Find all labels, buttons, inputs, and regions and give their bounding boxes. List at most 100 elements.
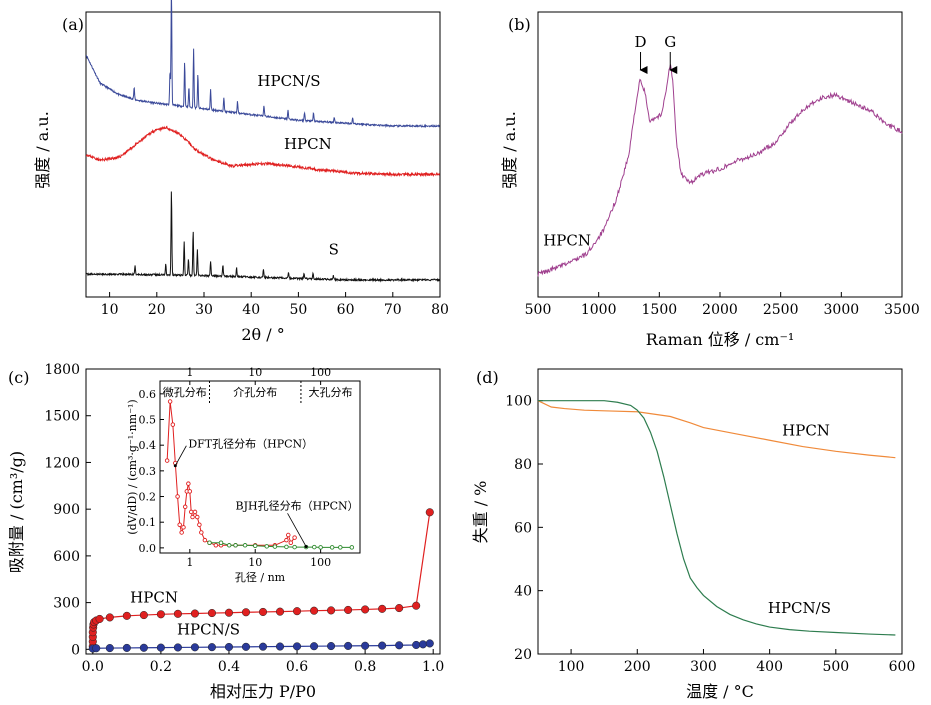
d-ytick-label: 60 xyxy=(514,520,532,536)
a-xtick-label: 30 xyxy=(195,302,213,318)
c-xtick-label: 0.2 xyxy=(150,659,172,675)
c-inset-point-dft xyxy=(202,537,208,543)
c-inset-annotation-arrow-tip xyxy=(173,464,177,468)
c-point-hpcn xyxy=(156,610,165,619)
c-inset-point-bjh xyxy=(233,543,238,548)
c-inset-point-bjh xyxy=(226,543,232,548)
a-series-line-s xyxy=(85,191,441,283)
c-ytick-label: 600 xyxy=(53,549,80,565)
c-inset-point-bjh xyxy=(252,543,258,549)
c-panel-label: (c) xyxy=(8,368,29,387)
c-point-hpcn xyxy=(310,606,319,615)
c-inset-point-dft xyxy=(213,543,219,548)
c-xtick-label: 1.0 xyxy=(422,659,444,675)
c-inset-point-dft xyxy=(284,537,289,543)
b-x-axis-title: Raman 位移 / cm⁻¹ xyxy=(646,330,795,349)
c-point-hpcn-s xyxy=(122,643,131,652)
c-inset-region-label: 大孔分布 xyxy=(308,385,352,399)
c-xtick-label: 0.0 xyxy=(82,659,104,675)
panel-a-xrd: 10 20 30 40 50 60 70 80 (a) 2θ / ° 强度 / a.u. HPCN/S… xyxy=(33,0,449,344)
c-inset-annotation: BJH孔径分布（HPCN） xyxy=(236,499,359,512)
panel-b-raman: 500 1000 1500 2000 2500 3000 3500 (b) Raman 位移 /… xyxy=(500,11,920,349)
d-ytick-label: 40 xyxy=(514,584,532,600)
c-inset-ytick-label: 0.6 xyxy=(139,388,157,401)
c-point-hpcn xyxy=(241,608,251,617)
c-inset-top-tick-label: 100 xyxy=(310,366,331,379)
b-y-axis-title: 强度 / a.u. xyxy=(500,111,519,189)
d-xtick-label: 400 xyxy=(756,659,783,675)
a-series-line-hpcn-s xyxy=(85,0,440,129)
c-inset-point-dft xyxy=(192,509,198,515)
c-point-hpcn xyxy=(327,606,336,615)
a-xtick-label: 80 xyxy=(431,302,449,318)
a-xtick-label: 20 xyxy=(148,302,166,318)
c-series-label: HPCN xyxy=(130,589,178,607)
c-point-hpcn-s xyxy=(173,643,182,652)
a-xtick-label: 40 xyxy=(242,302,260,318)
b-panel-label: (b) xyxy=(508,15,531,34)
c-inset-point-dft xyxy=(190,514,195,520)
d-x-axis-title: 温度 / °C xyxy=(686,682,754,701)
c-inset-point-bjh xyxy=(264,544,269,549)
c-inset-annotation: DFT孔径分布（HPCN） xyxy=(188,438,313,451)
c-point-hpcn-s xyxy=(310,642,319,651)
c-point-hpcn xyxy=(425,508,434,517)
c-point-hpcn-s xyxy=(207,643,216,652)
c-point-hpcn xyxy=(122,611,131,620)
c-point-hpcn xyxy=(139,611,148,620)
c-inset-x-axis-title: 孔径 / nm xyxy=(235,571,286,584)
c-inset-top-tick-label: 10 xyxy=(248,366,262,379)
c-point-hpcn xyxy=(105,613,114,622)
c-point-hpcn xyxy=(412,601,421,610)
d-xtick-label: 600 xyxy=(889,659,916,675)
c-point-hpcn-s xyxy=(292,642,302,651)
c-point-hpcn xyxy=(95,614,104,624)
c-point-hpcn xyxy=(395,604,404,613)
d-xtick-label: 500 xyxy=(822,659,849,675)
c-inset-ytick-label: 0.5 xyxy=(139,414,157,427)
c-inset-point-dft xyxy=(286,532,291,538)
c-inset-ytick-label: 0.4 xyxy=(139,439,157,452)
c-ytick-label: 900 xyxy=(53,502,80,518)
c-ytick-label: 1200 xyxy=(44,455,80,471)
c-inset-annotation-arrow-tip xyxy=(304,545,308,549)
b-xtick-label: 2000 xyxy=(702,302,738,318)
c-inset-ytick-label: 0.2 xyxy=(139,491,157,504)
a-xtick-label: 50 xyxy=(289,302,307,318)
c-plot-frame xyxy=(85,368,441,655)
c-y-axis-title: 吸附量 / (cm³/g) xyxy=(7,451,26,573)
c-point-hpcn-s xyxy=(92,644,101,653)
c-inset-point-dft xyxy=(288,540,294,545)
c-inset-point-dft xyxy=(167,399,173,404)
c-inset-annotation-arrow xyxy=(287,513,307,547)
c-ytick-label: 1500 xyxy=(44,409,80,425)
c-inset-point-dft xyxy=(199,530,204,535)
c-inset-point-dft xyxy=(186,481,191,486)
c-point-hpcn-s xyxy=(361,641,370,650)
c-point-hpcn xyxy=(361,605,370,614)
c-inset-point-dft xyxy=(292,535,297,540)
c-inset-ytick-label: 0.1 xyxy=(139,516,157,529)
c-inset-point-bjh xyxy=(284,544,289,550)
c-point-hpcn-s xyxy=(395,641,404,650)
b-series-label: HPCN xyxy=(543,232,591,250)
a-series-label: HPCN/S xyxy=(257,72,320,90)
b-peak-label: G xyxy=(664,33,676,51)
c-point-hpcn-s xyxy=(105,644,114,653)
c-inset-point-dft xyxy=(175,494,180,499)
d-y-axis-title: 失重 / % xyxy=(471,481,490,544)
panel-d-tga: 100 200 300 400 500 600 20 40 60 80 100 (d) 温度 / °C 失… xyxy=(471,368,915,701)
c-point-hpcn xyxy=(292,607,302,616)
c-point-hpcn-s xyxy=(224,642,234,652)
c-inset-point-dft xyxy=(187,489,193,494)
c-inset-point-bjh xyxy=(207,540,212,545)
c-inset-point-bjh xyxy=(242,543,248,548)
c-point-hpcn-s xyxy=(378,641,387,650)
c-point-hpcn-s xyxy=(139,643,148,652)
c-point-hpcn xyxy=(190,609,199,618)
b-peak-label: D xyxy=(635,33,647,51)
c-inset-line-bjh xyxy=(209,542,352,548)
c-point-hpcn xyxy=(275,607,285,616)
c-xtick-label: 0.4 xyxy=(218,659,240,675)
